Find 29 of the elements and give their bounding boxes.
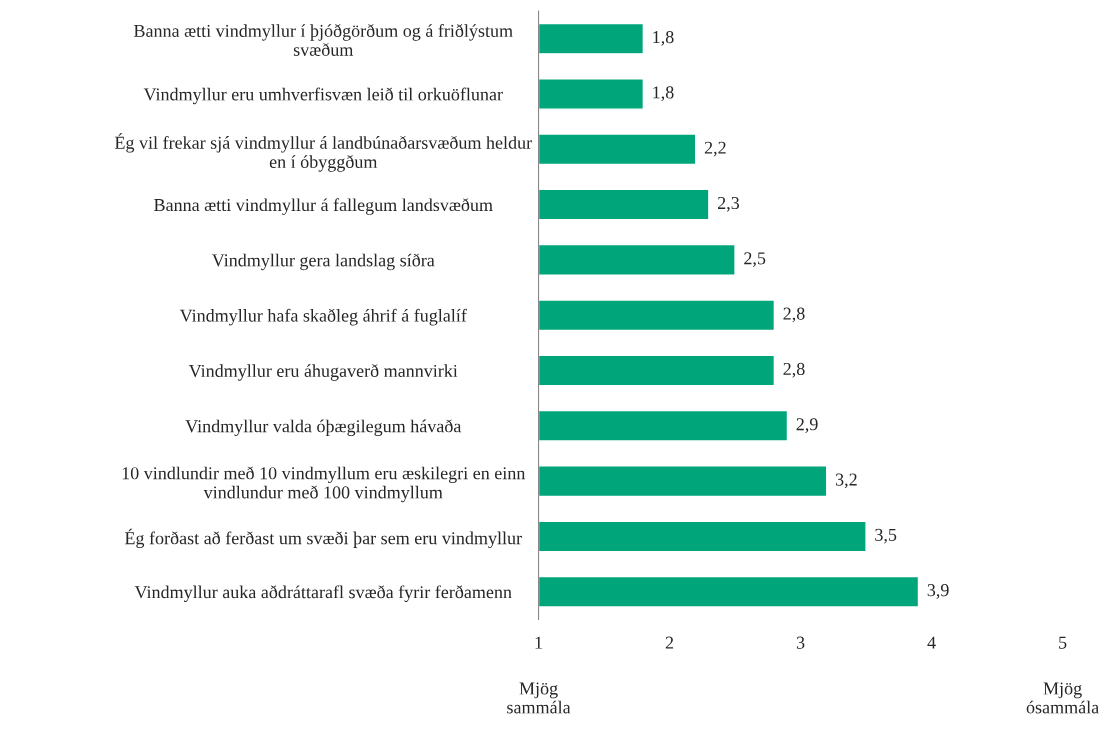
data-label: 3,9: [927, 584, 949, 599]
y-tick-label: Ég vil frekar sjá vindmyllur á landbúnaðarsvæðum heldur en í óbyggðum: [114, 133, 532, 172]
data-label: 2,2: [704, 141, 726, 157]
y-tick-label: Vindmyllur eru umhverfisvæn leið til orkuöflunar: [143, 87, 503, 105]
x-tick-label: 3: [796, 636, 805, 649]
y-tick-label: Banna ætti vindmyllur á fallegum landsvæðum: [154, 198, 493, 215]
data-label: 3,2: [835, 473, 857, 489]
data-label: 1,8: [653, 86, 674, 102]
y-tick-label: Ég forðast að ferðast um svæði þar sem eru vindmyllur: [124, 528, 522, 549]
x-tick-label: 1: [535, 636, 542, 649]
x-tick-label: 4: [927, 636, 936, 649]
y-tick-label: Banna ætti vindmyllur í þjóðgörðum og á friðlýstum svæðum: [133, 24, 513, 56]
data-label: 2,8: [783, 362, 805, 378]
y-tick-label: Vindmyllur valda óþægilegum hávaða: [185, 419, 462, 437]
data-label: 2,9: [796, 418, 818, 433]
text: Mjög sammála: [507, 682, 571, 714]
y-tick-label: 10 vindlundir með 10 vindmyllum eru æskilegri en einn vindlundur með 100 vindmyllum: [122, 466, 526, 503]
data-label: 1,8: [653, 30, 674, 46]
data-label: 2,3: [717, 196, 740, 212]
text: Mjög ósammála: [1026, 682, 1099, 714]
data-label: 2,5: [744, 252, 766, 267]
y-tick-label: Vindmyllur hafa skaðleg áhrif á fuglalíf: [179, 308, 467, 326]
y-tick-label: Vindmyllur eru áhugaverð mannvirki: [188, 364, 458, 381]
data-label: 3,5: [875, 528, 897, 544]
y-tick-label: Vindmyllur auka aðdráttarafl svæða fyrir ferðamenn: [134, 585, 512, 602]
x-tick-label: 2: [665, 636, 674, 649]
y-tick-label: Vindmyllur gera landslag síðra: [211, 253, 435, 271]
data-label: 2,8: [783, 307, 805, 323]
x-tick-label: 5: [1059, 636, 1067, 649]
